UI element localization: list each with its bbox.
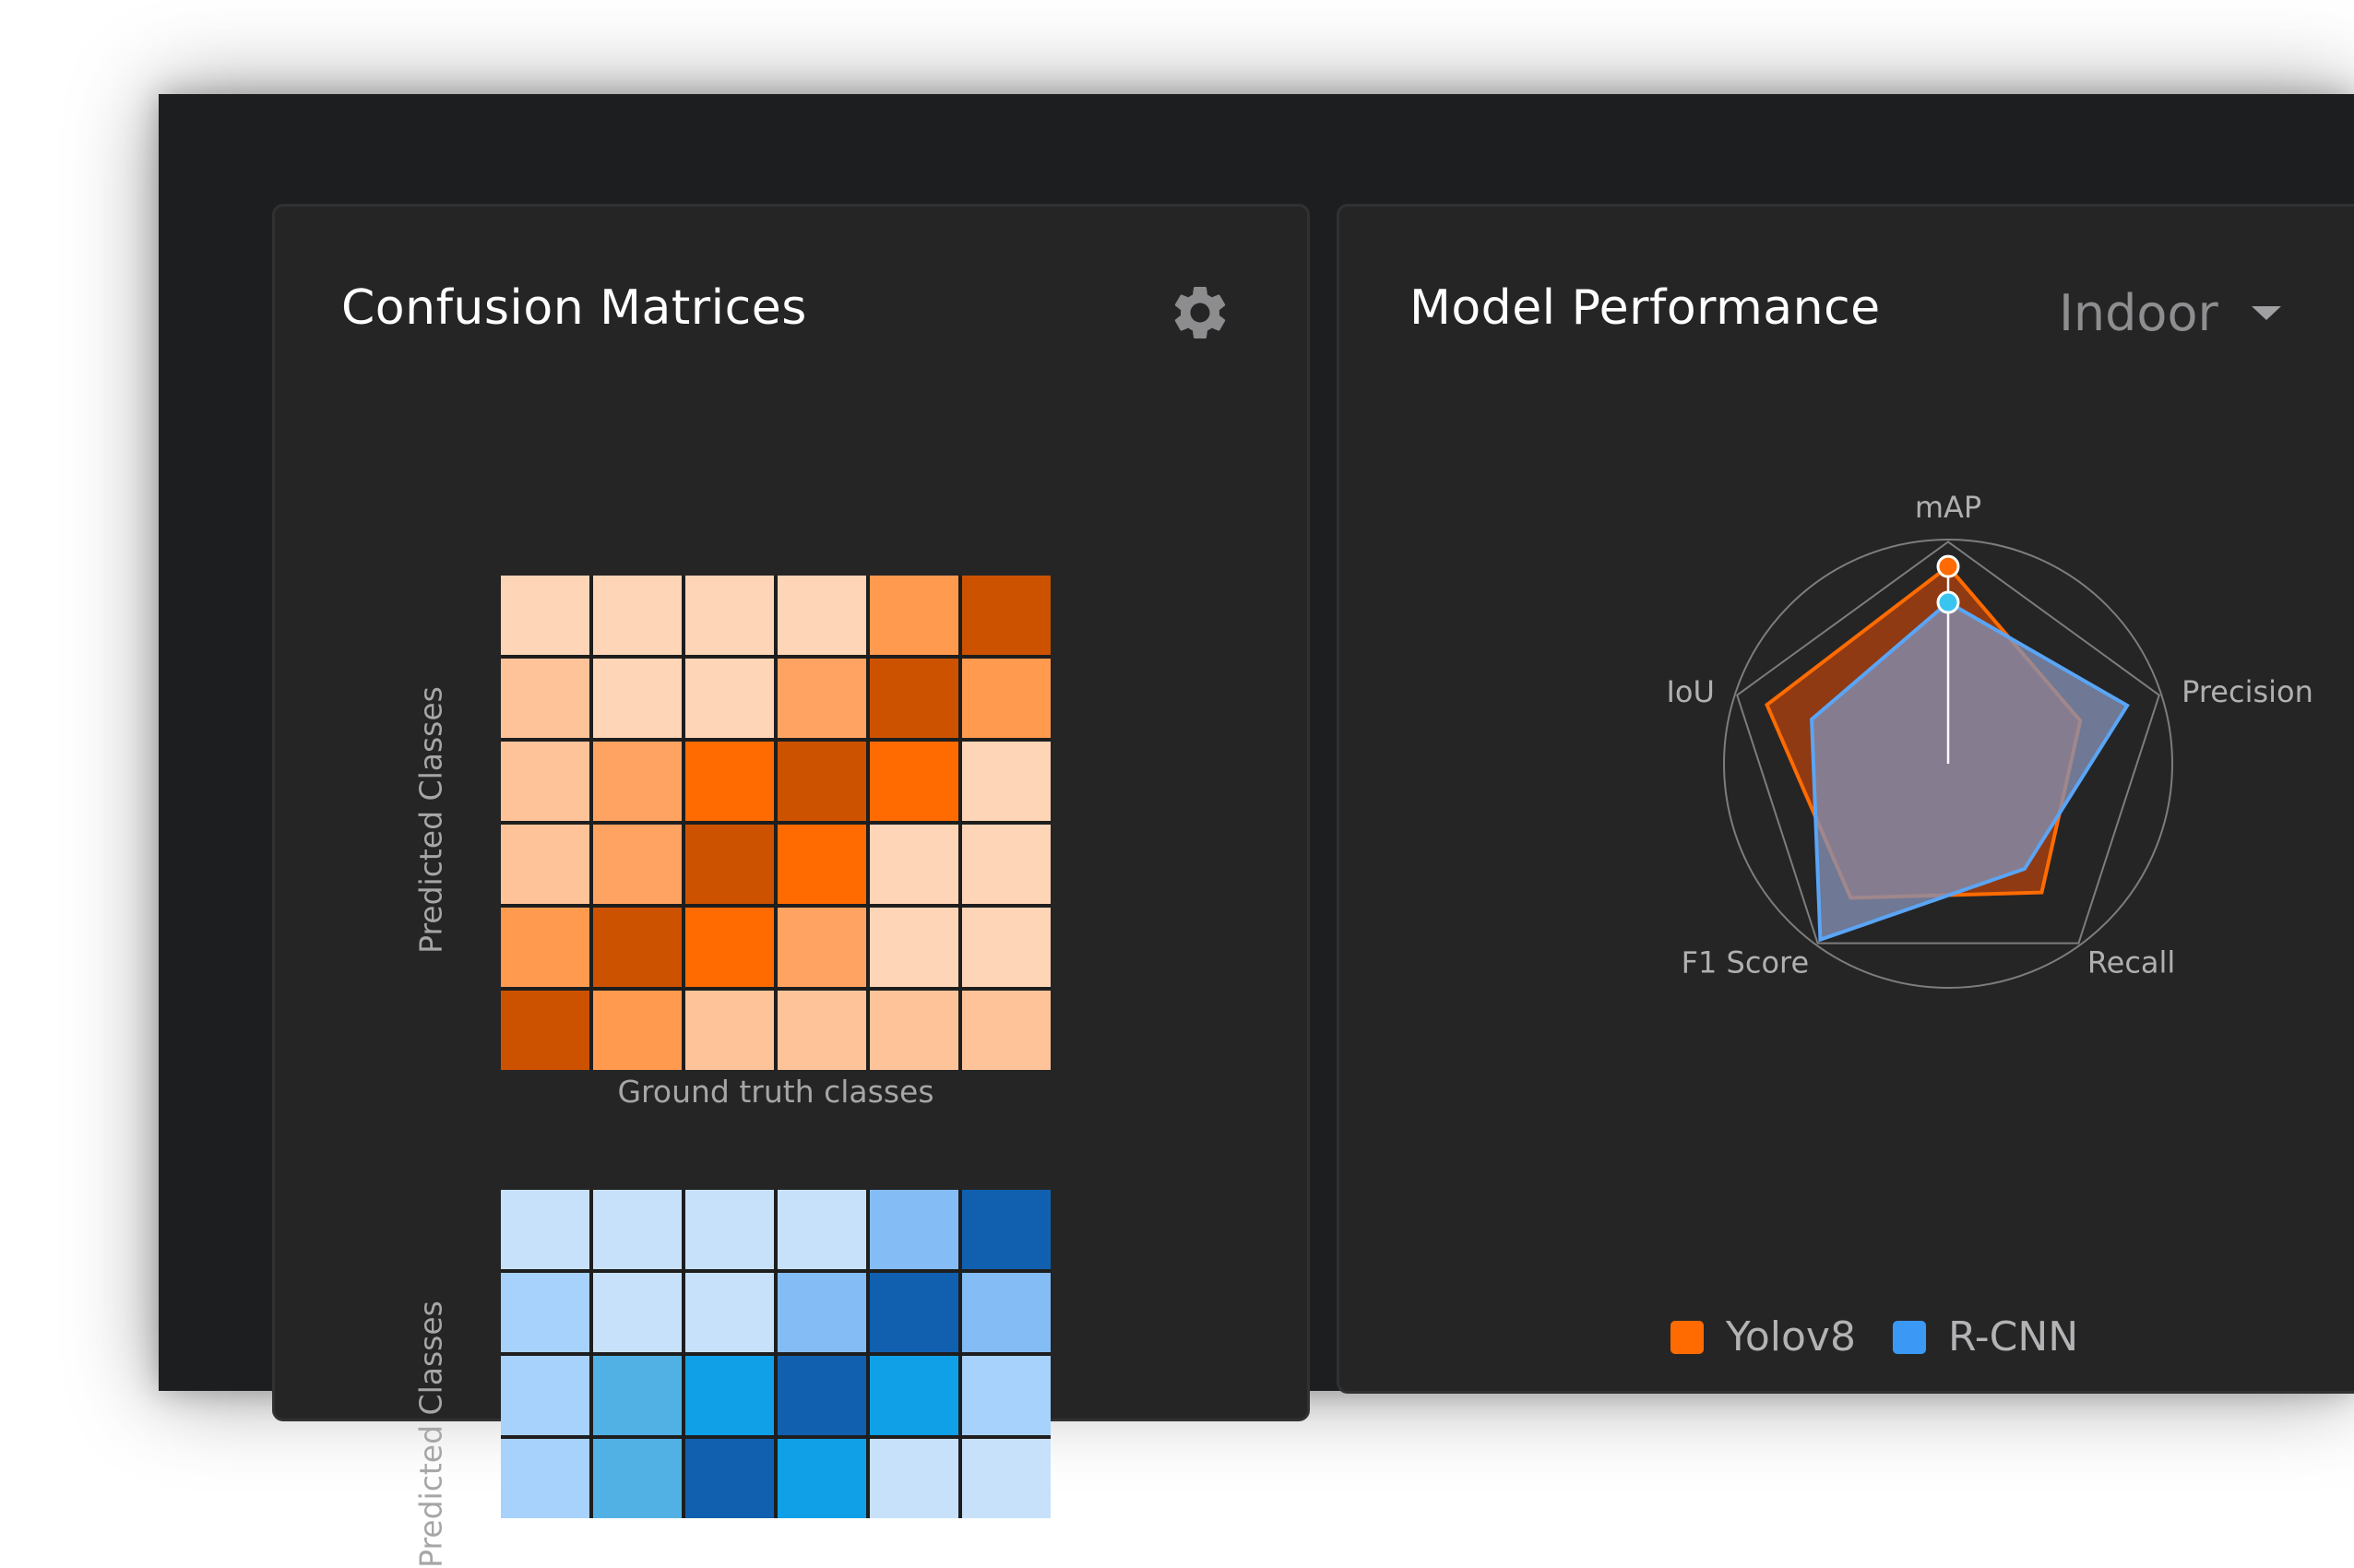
matrix-cell [962,1190,1051,1269]
matrix-cell [778,991,866,1070]
matrix-cell [870,1356,958,1435]
matrix-cell [685,576,774,655]
series-area-r-cnn [1810,600,2130,943]
matrix-cell [870,659,958,738]
blue-confusion-matrix: Predicted Classes [413,1190,1051,1568]
matrix-cell [501,908,589,987]
app-window: Confusion Matrices Ground truth classes … [159,94,2354,1568]
matrix-cell [778,1356,866,1435]
y-axis-label: Predicted Classes [412,1301,449,1568]
matrix-cell [778,825,866,904]
matrix-cell [870,1190,958,1269]
gear-icon[interactable] [1168,280,1232,345]
matrix-cell [685,991,774,1070]
matrix-cell [501,1190,589,1269]
radar-outer-circle [1723,539,2173,989]
panel-title: Confusion Matrices [341,280,807,336]
x-axis-label: Ground truth classes [617,1074,934,1110]
matrix-cell [501,742,589,821]
matrix-cell [593,576,682,655]
matrix-cell [870,742,958,821]
y-axis-label: Predicted Classes [412,686,449,954]
dropdown-selected: Indoor [2059,283,2218,342]
matrix-cell [962,659,1051,738]
matrix-cell [778,1439,866,1518]
matrix-cell [593,742,682,821]
model-performance-panel: Model Performance Indoor mAP Precision Rec… [1337,204,2354,1394]
matrix-cell [593,659,682,738]
legend-item-r-cnn[interactable]: R-CNN [1892,1313,2079,1360]
matrix-cell [870,1273,958,1352]
matrix-cell [778,1190,866,1269]
legend-item-yolov8[interactable]: Yolov8 [1670,1313,1856,1360]
legend-label: R-CNN [1947,1313,2079,1360]
matrix-cell [685,1356,774,1435]
matrix-cell [501,1273,589,1352]
axis-label-map: mAP [1915,490,1981,525]
highlight-point-r-cnn [1936,590,1960,614]
matrix-cell [870,1439,958,1518]
matrix-cell [778,659,866,738]
matrix-cell [962,1439,1051,1518]
matrix-cell [593,1190,682,1269]
matrix-cell [778,908,866,987]
matrix-cell [962,908,1051,987]
matrix-cell [593,908,682,987]
matrix-cell [501,1439,589,1518]
legend-swatch [1670,1320,1704,1354]
confusion-matrices-panel: Confusion Matrices Ground truth classes … [272,204,1310,1568]
matrix-cell [501,1356,589,1435]
axis-label-precision: Precision [2182,674,2313,709]
matrix-cell [501,659,589,738]
matrix-cell [962,825,1051,904]
matrix-grid [501,1190,1051,1518]
matrix-cell [685,742,774,821]
matrix-cell [593,1273,682,1352]
caret-down-icon [2251,305,2281,320]
matrix-cell [501,991,589,1070]
axis-label-f1-score: F1 Score [1682,945,1810,980]
matrix-cell [685,659,774,738]
matrix-cell [870,908,958,987]
matrix-cell [778,1273,866,1352]
matrix-cell [593,825,682,904]
matrix-cell [593,1356,682,1435]
matrix-cell [870,576,958,655]
matrix-cell [685,908,774,987]
environment-dropdown[interactable]: Indoor [2059,280,2299,345]
matrix-cell [870,825,958,904]
radar-outer-pentagon [1736,540,2160,944]
matrix-cell [962,576,1051,655]
matrix-cell [685,1190,774,1269]
orange-confusion-matrix: Ground truth classes Predicted Classes [413,576,1051,1110]
matrix-cell [778,742,866,821]
matrix-cell [593,991,682,1070]
radar-chart: mAP Precision Recall F1 Score IoU [1666,490,2313,989]
matrix-cell [685,825,774,904]
axis-label-iou: IoU [1666,674,1714,709]
matrix-cell [870,991,958,1070]
matrix-grid [501,576,1051,1070]
matrix-cell [962,991,1051,1070]
panel-title: Model Performance [1409,280,1881,336]
highlight-point-yolov8 [1936,554,1960,578]
legend-label: Yolov8 [1725,1313,1856,1360]
matrix-cell [778,576,866,655]
matrix-cell [962,1356,1051,1435]
matrix-cell [501,825,589,904]
matrix-cell [685,1273,774,1352]
matrix-cell [501,576,589,655]
axis-label-recall: Recall [2087,945,2175,980]
matrix-cell [593,1439,682,1518]
matrix-cell [962,1273,1051,1352]
matrix-cell [962,742,1051,821]
matrix-cell [685,1439,774,1518]
chart-legend: Yolov8 R-CNN [1339,1313,2354,1360]
legend-swatch [1892,1320,1926,1354]
